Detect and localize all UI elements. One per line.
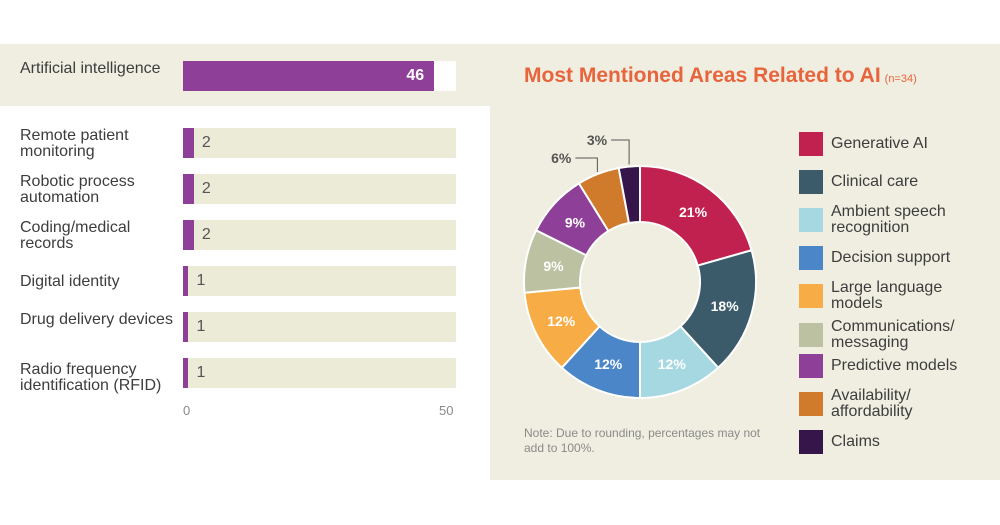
legend-label-large-language-models: Large language models	[831, 279, 943, 312]
donut-label-generative-ai: 21%	[679, 204, 708, 220]
bar-label-rfid: Radio frequency identification (RFID)	[20, 361, 162, 394]
legend-label-ambient-speech-recognition: Ambient speech recognition	[831, 203, 946, 236]
legend-swatch-clinical-care	[799, 170, 823, 194]
legend-swatch-availability-affordability	[799, 392, 823, 416]
donut-label-communications-messaging: 9%	[543, 258, 564, 274]
bar-track-robotic-process-automation: 2	[183, 174, 456, 204]
donut-label-large-language-models: 12%	[547, 313, 576, 329]
donut-label-ambient-speech-recognition: 12%	[658, 356, 687, 372]
legend-label-generative-ai: Generative AI	[831, 135, 928, 152]
legend-swatch-generative-ai	[799, 132, 823, 156]
donut-slice-claims	[617, 164, 641, 225]
bar-digital-identity	[183, 266, 189, 296]
x-tick-min: 0	[183, 403, 191, 418]
bar-label-robotic-process-automation: Robotic process automation	[20, 173, 135, 206]
bar-label-drug-delivery-devices: Drug delivery devices	[20, 311, 173, 328]
bar-rfid	[183, 358, 189, 388]
legend-swatch-predictive-models	[799, 354, 823, 378]
bar-value-digital-identity: 1	[196, 272, 206, 289]
donut-label-availability-affordability: 6%	[551, 150, 572, 166]
chart-title: Most Mentioned Areas Related to AI (n=34)	[524, 64, 917, 88]
legend-swatch-communications-messaging	[799, 323, 823, 347]
bar-track-drug-delivery-devices: 1	[183, 312, 456, 342]
legend-swatch-claims	[799, 430, 823, 454]
legend-label-communications-messaging: Communications/ messaging	[831, 318, 955, 351]
donut-label-predictive-models: 9%	[565, 215, 586, 231]
leader-line-availability-affordability	[575, 157, 598, 172]
bar-robotic-process-automation	[183, 174, 194, 204]
legend-swatch-decision-support	[799, 246, 823, 270]
bar-remote-patient-monitoring	[183, 128, 194, 158]
bar-label-artificial-intelligence: Artificial intelligence	[20, 60, 161, 77]
legend-label-predictive-models: Predictive models	[831, 357, 958, 374]
x-tick-max: 50	[439, 403, 454, 418]
legend-label-claims: Claims	[831, 433, 880, 450]
bar-track-artificial-intelligence: 46	[183, 61, 456, 91]
bar-label-remote-patient-monitoring: Remote patient monitoring	[20, 127, 129, 160]
bar-value-artificial-intelligence: 46	[406, 67, 425, 84]
chart-subtitle: (n=34)	[884, 73, 917, 85]
bar-track-rfid: 1	[183, 358, 456, 388]
bar-value-rfid: 1	[196, 364, 206, 381]
bar-label-coding-medical-records: Coding/medical records	[20, 219, 131, 252]
leader-line-claims	[611, 139, 630, 165]
donut-label-clinical-care: 18%	[711, 298, 740, 314]
legend-label-decision-support: Decision support	[831, 249, 951, 266]
donut-label-decision-support: 12%	[594, 356, 623, 372]
highlight-band	[0, 44, 1000, 106]
chart-title-text: Most Mentioned Areas Related to AI	[524, 64, 881, 87]
bar-artificial-intelligence	[183, 61, 435, 91]
bar-track-digital-identity: 1	[183, 266, 456, 296]
bar-value-robotic-process-automation: 2	[201, 180, 211, 197]
legend-label-clinical-care: Clinical care	[831, 173, 919, 190]
bar-label-digital-identity: Digital identity	[20, 273, 120, 290]
bar-value-remote-patient-monitoring: 2	[201, 134, 211, 151]
legend-swatch-large-language-models	[799, 284, 823, 308]
donut-chart: 21% 18% 12% 12% 12% 9% 9% 6% 3%	[523, 132, 757, 400]
bar-value-coding-medical-records: 2	[201, 226, 211, 243]
donut-label-claims: 3%	[587, 132, 608, 148]
bar-track-coding-medical-records: 2	[183, 220, 456, 250]
legend-label-availability-affordability: Availability/ affordability	[831, 387, 913, 420]
bar-value-drug-delivery-devices: 1	[196, 318, 206, 335]
bar-track-remote-patient-monitoring: 2	[183, 128, 456, 158]
bar-drug-delivery-devices	[183, 312, 189, 342]
legend-swatch-ambient-speech-recognition	[799, 208, 823, 232]
bar-coding-medical-records	[183, 220, 194, 250]
footnote: Note: Due to rounding, percentages may n…	[524, 426, 761, 455]
